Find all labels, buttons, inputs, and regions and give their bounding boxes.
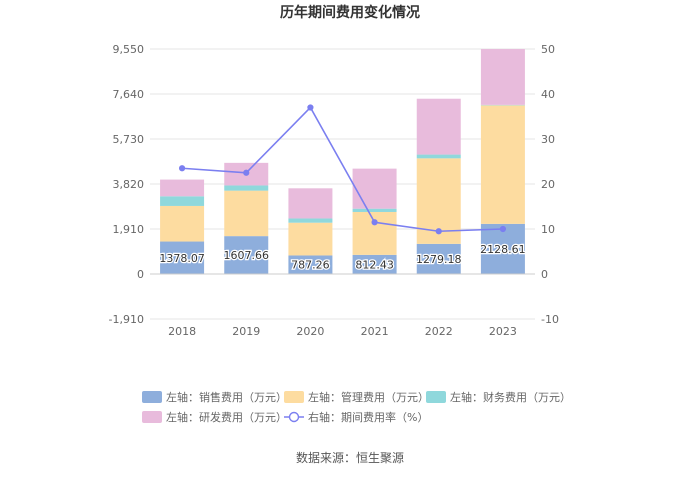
bar-series-4[interactable] (417, 99, 461, 155)
left-axis-tick-label: 9,550 (113, 43, 145, 56)
left-axis-tick-label: -1,910 (109, 313, 144, 326)
bar-data-label: 787.26 (291, 259, 330, 272)
x-axis-tick-label: 2021 (361, 325, 389, 338)
chart-title: 历年期间费用变化情况 (280, 4, 420, 21)
grid-layer (150, 49, 535, 319)
bar-series-2[interactable] (353, 212, 397, 255)
legend-swatch[interactable] (142, 411, 162, 423)
bar-data-label: 1607.66 (224, 249, 270, 262)
bar-series-2[interactable] (288, 223, 332, 256)
right-axis-tick-label: 30 (541, 133, 555, 146)
bar-series-4[interactable] (288, 188, 332, 218)
legend-label[interactable]: 左轴：财务费用（万元） (450, 390, 571, 404)
left-axis-tick-label: 1,910 (113, 223, 145, 236)
legend-swatch[interactable] (284, 391, 304, 403)
bar-data-label: 1279.18 (416, 253, 462, 266)
bar-series-3[interactable] (353, 209, 397, 212)
bar-series-3[interactable] (417, 155, 461, 159)
data-source: 数据来源：恒生聚源 (0, 449, 700, 466)
bar-series-3[interactable] (288, 218, 332, 222)
legend-swatch[interactable] (142, 391, 162, 403)
bar-series-3[interactable] (224, 185, 268, 190)
left-axis-tick-label: 0 (137, 268, 144, 281)
bar-series-4[interactable] (481, 49, 525, 105)
right-axis-tick-label: 50 (541, 43, 555, 56)
label-layer: 1378.07 1607.66 787.26 812.43 1279.18 2128.61 (159, 243, 525, 272)
bar-data-label: 1378.07 (159, 252, 205, 265)
bar-data-label: 2128.61 (480, 243, 526, 256)
line-point[interactable] (308, 105, 313, 110)
right-axis-tick-label: 0 (541, 268, 548, 281)
legend: 左轴：销售费用（万元） 左轴：管理费用（万元） 左轴：财务费用（万元） 左轴：研发费用… (142, 390, 571, 424)
line-point[interactable] (372, 220, 377, 225)
right-axis-tick-label: 10 (541, 223, 555, 236)
x-axis-tick-label: 2022 (425, 325, 453, 338)
bar-series-2[interactable] (224, 191, 268, 236)
legend-label[interactable]: 左轴：研发费用（万元） (166, 410, 287, 424)
right-axis-tick-label: 40 (541, 88, 555, 101)
right-axis-tick-label: 20 (541, 178, 555, 191)
bar-series-4[interactable] (160, 180, 204, 197)
bar-series-2[interactable] (481, 105, 525, 224)
line-point[interactable] (436, 229, 441, 234)
line-point[interactable] (500, 226, 505, 231)
left-axis-tick-label: 5,730 (113, 133, 145, 146)
legend-label[interactable]: 左轴：管理费用（万元） (308, 390, 429, 404)
line-point[interactable] (179, 166, 184, 171)
bar-layer (160, 49, 525, 274)
x-axis-tick-label: 2023 (489, 325, 517, 338)
left-axis-tick-label: 3,820 (113, 178, 145, 191)
legend-label[interactable]: 右轴：期间费用率（%） (308, 410, 428, 424)
legend-swatch[interactable] (426, 391, 446, 403)
right-axis-tick-label: -10 (541, 313, 559, 326)
left-axis-tick-label: 7,640 (113, 88, 145, 101)
bar-series-2[interactable] (160, 206, 204, 242)
legend-marker-icon[interactable] (290, 413, 299, 422)
bar-series-3[interactable] (160, 196, 204, 206)
bar-series-4[interactable] (353, 169, 397, 209)
x-axis-tick-label: 2018 (168, 325, 196, 338)
x-axis-tick-label: 2019 (232, 325, 260, 338)
x-axis-tick-label: 2020 (296, 325, 324, 338)
bar-data-label: 812.43 (355, 258, 394, 271)
line-point[interactable] (244, 170, 249, 175)
legend-label[interactable]: 左轴：销售费用（万元） (166, 390, 287, 404)
